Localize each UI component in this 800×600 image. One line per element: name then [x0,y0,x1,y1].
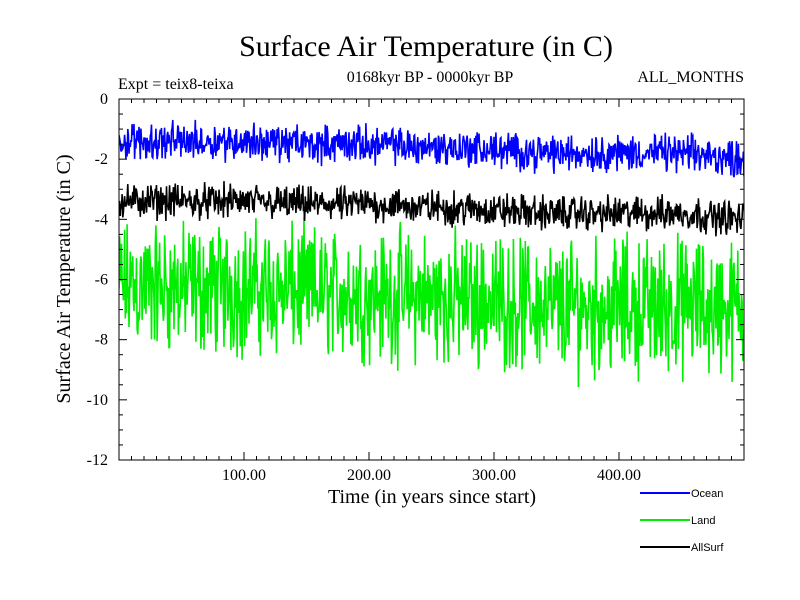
x-tick-label: 100.00 [222,467,266,484]
series-line-land [119,216,744,388]
x-tick-label: 400.00 [597,467,641,484]
months-label: ALL_MONTHS [637,69,744,86]
legend: Ocean Land AllSurf [640,488,724,554]
y-tick-label: -4 [95,211,108,228]
plot-series-layer [119,119,744,388]
legend-label-allsurf: AllSurf [691,542,724,554]
y-tick-label: 0 [100,91,108,108]
x-axis-label: Time (in years since start) [328,486,536,508]
series-line-ocean [119,119,744,178]
y-tick-label: -6 [95,272,108,289]
y-tick-label: -10 [87,392,108,409]
y-axis-label: Surface Air Temperature (in C) [53,154,75,403]
legend-label-ocean: Ocean [691,488,723,500]
y-tick-label: -12 [87,452,108,469]
x-tick-label: 200.00 [347,467,391,484]
chart-title: Surface Air Temperature (in C) [239,30,613,63]
series-line-allsurf [119,181,744,237]
y-tick-label: -8 [95,332,108,349]
y-tick-label: -2 [95,151,108,168]
experiment-label: Expt = teix8-teixa [118,76,234,93]
period-label: 0168kyr BP - 0000kyr BP [347,69,514,86]
legend-label-land: Land [691,515,715,527]
axes-layer: 0 -2 -4 -6 -8 -10 -12 100.00 200.00 300.00 400.00 [87,91,745,484]
x-tick-label: 300.00 [472,467,516,484]
